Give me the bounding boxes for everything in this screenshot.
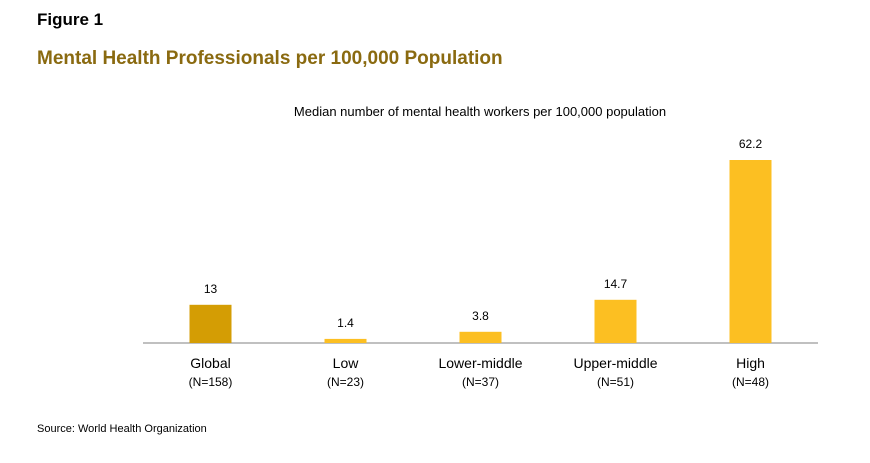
- bar-lower-middle: [459, 331, 502, 343]
- data-label: 13: [204, 282, 218, 296]
- category-label: Low: [333, 355, 360, 371]
- category-sample-size: (N=23): [327, 375, 364, 389]
- bar-low: [324, 338, 367, 343]
- bar-upper-middle: [594, 299, 637, 343]
- source-note: Source: World Health Organization: [37, 423, 207, 435]
- category-label: Upper-middle: [573, 355, 657, 371]
- figure-title: Mental Health Professionals per 100,000 …: [37, 48, 503, 69]
- category-sample-size: (N=48): [732, 375, 769, 389]
- data-label: 62.2: [739, 137, 763, 151]
- figure-label: Figure 1: [37, 10, 104, 29]
- bar-global: [189, 304, 232, 343]
- data-label: 1.4: [337, 316, 354, 330]
- bar-high: [729, 160, 772, 343]
- data-label: 3.8: [472, 309, 489, 323]
- bars-group: [189, 160, 772, 343]
- category-sample-size: (N=51): [597, 375, 634, 389]
- category-label: Lower-middle: [438, 355, 522, 371]
- chart-title: Median number of mental health workers p…: [294, 104, 666, 119]
- category-label: Global: [190, 355, 230, 371]
- category-sample-size: (N=158): [189, 375, 233, 389]
- labels-group: 13 Global (N=158) 1.4 Low (N=23) 3.8 Lower-midd…: [189, 137, 769, 389]
- category-sample-size: (N=37): [462, 375, 499, 389]
- data-label: 14.7: [604, 277, 628, 291]
- category-label: High: [736, 355, 765, 371]
